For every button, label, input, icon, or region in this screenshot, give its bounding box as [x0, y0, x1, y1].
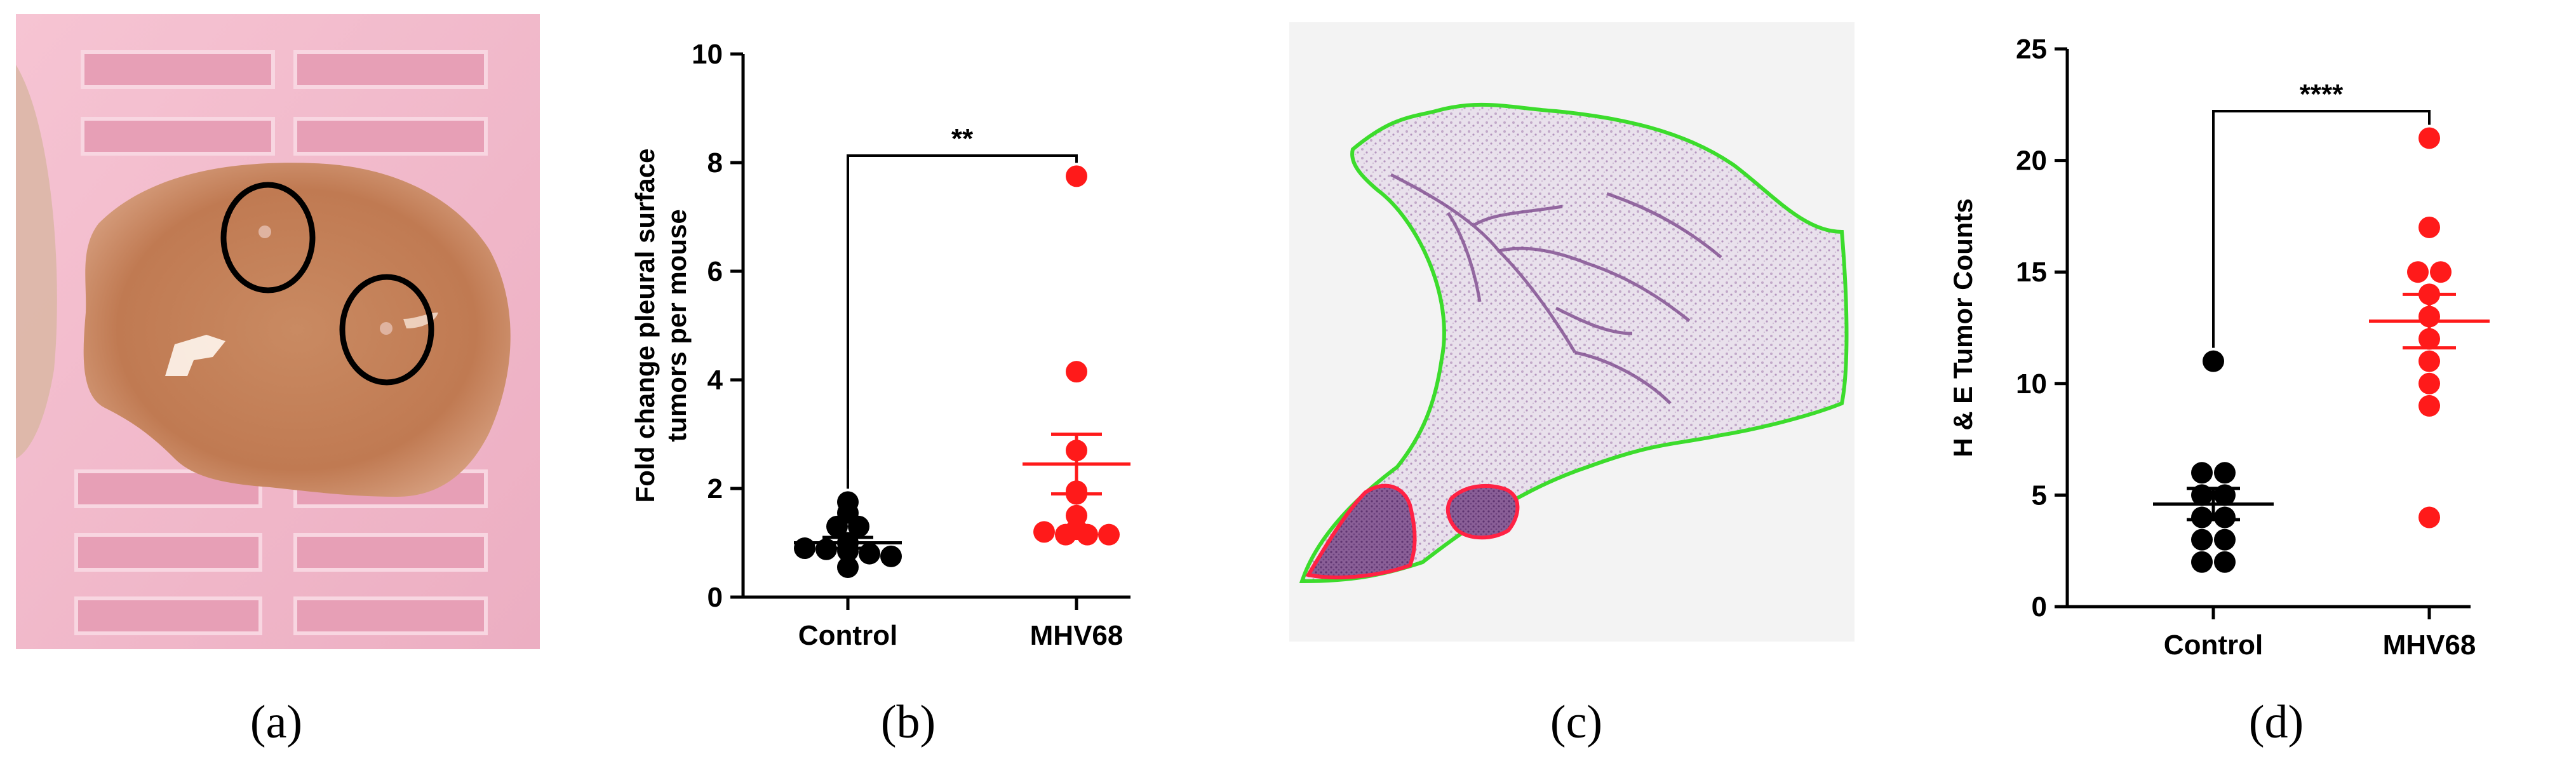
lung-section	[1299, 102, 1849, 584]
data-point	[837, 556, 859, 578]
cassette-grid	[74, 50, 488, 635]
data-point	[848, 515, 869, 537]
left-tissue-edge	[16, 65, 57, 459]
panel-c-histology	[1289, 22, 1855, 642]
data-point	[2418, 127, 2440, 149]
y-tick-label: 8	[708, 147, 723, 178]
data-point	[837, 540, 859, 562]
data-point	[2430, 261, 2452, 283]
data-point	[2418, 372, 2440, 394]
tumor-region-2	[1446, 484, 1520, 540]
data-point	[794, 537, 815, 560]
y-tick-label: 6	[708, 256, 723, 287]
y-axis-label: H & E Tumor Counts	[1948, 198, 1978, 457]
data-point	[2407, 261, 2429, 283]
data-point	[880, 545, 902, 567]
tumor-spot	[258, 226, 271, 238]
data-point	[1066, 165, 1087, 187]
caption-a: (a)	[250, 696, 303, 748]
data-point	[2418, 216, 2440, 238]
data-point	[1098, 523, 1120, 546]
glare	[165, 335, 225, 376]
data-point	[2214, 551, 2236, 573]
x-tick-label: MHV68	[2383, 630, 2476, 661]
x-tick-label: MHV68	[1030, 620, 1124, 648]
y-tick-label: 15	[2016, 257, 2047, 288]
tumor-spot	[380, 322, 392, 335]
y-tick-label: 5	[2032, 480, 2047, 511]
significance-bracket	[2212, 110, 2431, 348]
significance-bracket	[847, 154, 1078, 489]
tumor-circle-1	[220, 182, 316, 293]
caption-b: (b)	[880, 696, 936, 748]
data-point	[2191, 462, 2213, 484]
y-axis-label: Fold change pleural surface	[630, 149, 660, 503]
data-point	[2214, 506, 2236, 529]
data-point	[2203, 350, 2224, 372]
data-point	[2191, 506, 2213, 529]
data-point	[1033, 521, 1055, 543]
data-point	[2191, 529, 2213, 551]
tumor-region-1	[1305, 483, 1417, 579]
data-point	[1055, 523, 1077, 546]
data-point	[2191, 551, 2213, 573]
y-tick-label: 0	[2032, 591, 2047, 623]
y-tick-label: 10	[692, 39, 723, 70]
significance-label: ****	[2300, 79, 2344, 110]
panel-a-photo	[16, 14, 540, 649]
data-point	[2214, 462, 2236, 484]
tumor-circle-2	[339, 274, 434, 386]
y-tick-label: 25	[2016, 34, 2047, 65]
y-axis-label: tumors per mouse	[662, 209, 692, 441]
data-point	[2214, 529, 2236, 551]
data-point	[826, 515, 848, 537]
data-point	[859, 542, 880, 565]
x-tick-label: Control	[2164, 630, 2263, 661]
significance-label: **	[951, 123, 974, 154]
chart-d: 0 5 10 15 20 25 H & E Tumor Counts Control MHV68…	[1948, 34, 2490, 661]
y-tick-label: 20	[2016, 145, 2047, 177]
airways	[1390, 173, 1722, 405]
y-tick-label: 4	[708, 365, 723, 396]
caption-c: (c)	[1550, 696, 1603, 748]
data-point	[2418, 350, 2440, 372]
lung-tissue	[83, 163, 511, 497]
y-tick-label: 2	[708, 473, 723, 504]
caption-d: (d)	[2248, 696, 2304, 748]
data-point	[2418, 394, 2440, 417]
y-tick-label: 0	[708, 582, 723, 613]
data-point	[1077, 523, 1098, 546]
y-tick-label: 10	[2016, 368, 2047, 400]
chart-b: 0 2 4 6 8 10 Fold change pleural surface tumors…	[630, 39, 1130, 648]
data-point	[2418, 506, 2440, 529]
data-point	[1066, 361, 1087, 383]
x-tick-label: Control	[798, 620, 897, 648]
